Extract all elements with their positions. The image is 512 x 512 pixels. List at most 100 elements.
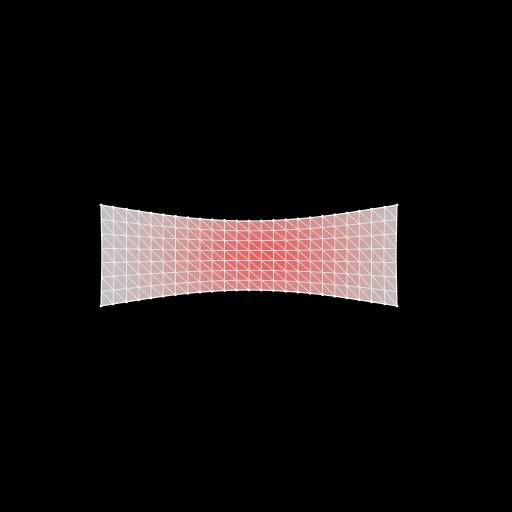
mesh-edge (297, 281, 311, 294)
mesh-element (371, 207, 385, 221)
mesh-node (210, 218, 214, 222)
mesh-edge (346, 261, 360, 275)
mesh-edge (248, 230, 262, 241)
mesh-node (137, 298, 141, 302)
mesh-edge (211, 229, 225, 241)
mesh-edge (175, 283, 189, 294)
mesh-edge (113, 289, 127, 303)
mesh-edge (273, 280, 287, 292)
mesh-edge (100, 219, 115, 236)
mesh-edge (100, 204, 103, 307)
mesh-edge (334, 237, 348, 250)
mesh-edge (162, 261, 176, 273)
mesh-node (272, 289, 275, 292)
mesh-node (247, 288, 251, 292)
mesh-edge (236, 279, 250, 291)
mesh-edge (162, 249, 176, 262)
mesh-node (149, 296, 153, 300)
mesh-edge (150, 249, 164, 262)
mesh-edge (260, 270, 274, 281)
mesh-node (99, 203, 103, 207)
mesh-edge (199, 249, 213, 261)
mesh-edge (150, 237, 164, 250)
mesh-edge (322, 283, 336, 297)
mesh-element (101, 290, 114, 304)
mesh-edge (346, 285, 360, 301)
mesh-edge (322, 260, 336, 274)
mesh-node (370, 207, 373, 211)
mesh-node (247, 219, 251, 223)
mesh-edge (384, 206, 398, 220)
mesh-edge (199, 229, 213, 241)
mesh-edge (285, 270, 299, 282)
mesh-edge (297, 239, 311, 251)
mesh-edge (126, 208, 140, 225)
mesh-node (174, 214, 177, 218)
mesh-edge (138, 210, 152, 226)
mesh-node (186, 216, 190, 220)
mesh-edge (285, 219, 299, 230)
mesh-edge (309, 249, 323, 262)
mesh-node (296, 290, 300, 294)
mesh-edge (358, 286, 372, 303)
mesh-edge (113, 275, 127, 289)
mesh-edge (273, 250, 287, 261)
mesh-edge (138, 274, 152, 287)
mesh-edge (358, 274, 372, 289)
mesh-edge (273, 230, 286, 241)
mesh-edge (384, 220, 397, 235)
mesh-edge (297, 229, 311, 240)
mesh-edge (248, 220, 262, 232)
mesh-edge (162, 272, 176, 284)
mesh-edge (199, 281, 213, 292)
mesh-node (395, 203, 399, 207)
mesh-edge (334, 272, 348, 287)
mesh-edge (113, 234, 127, 250)
mesh-node (284, 218, 288, 222)
mesh-edge (224, 250, 238, 261)
mesh-edge (285, 250, 299, 262)
mesh-edge (187, 249, 201, 262)
mesh-node (137, 209, 141, 213)
mesh-edge (138, 248, 152, 262)
mesh-edge (260, 240, 274, 251)
mesh-edge (297, 218, 311, 229)
mesh-edge (273, 220, 286, 231)
mesh-element (113, 276, 127, 291)
mesh-edge (112, 206, 127, 223)
mesh-edge (138, 223, 152, 238)
mesh-edge (334, 261, 348, 274)
mesh-edge (150, 261, 164, 274)
mesh-edge (126, 248, 140, 263)
mesh-edge (150, 285, 164, 297)
mesh-edge (126, 222, 140, 237)
mesh-node (210, 289, 214, 293)
mesh-edge (322, 272, 336, 285)
mesh-edge (273, 240, 287, 251)
mesh-edge (175, 260, 189, 273)
mesh-edge (138, 286, 152, 299)
mesh-edge (358, 223, 372, 236)
mesh-edge (187, 282, 201, 293)
mesh-nodes (99, 203, 399, 308)
mesh-edge (211, 239, 225, 251)
mesh-edge (322, 227, 336, 239)
mesh-edge (395, 204, 398, 307)
mesh-edge (236, 220, 250, 232)
mesh-edge (371, 248, 385, 263)
mesh-node (333, 213, 337, 217)
mesh-edge (248, 240, 262, 251)
mesh-edge (212, 280, 225, 291)
mesh-edge (187, 271, 201, 282)
mesh-edge (260, 260, 274, 271)
mesh-edge (150, 224, 164, 239)
mesh-edge (162, 226, 176, 239)
mesh-edge (175, 249, 189, 262)
mesh-node (370, 300, 373, 304)
mesh-edge (371, 235, 385, 249)
mesh-edge (224, 230, 238, 241)
mesh-element (384, 219, 397, 234)
mesh-edge (224, 220, 238, 232)
mesh-edge (138, 261, 152, 275)
mesh-node (345, 296, 349, 300)
